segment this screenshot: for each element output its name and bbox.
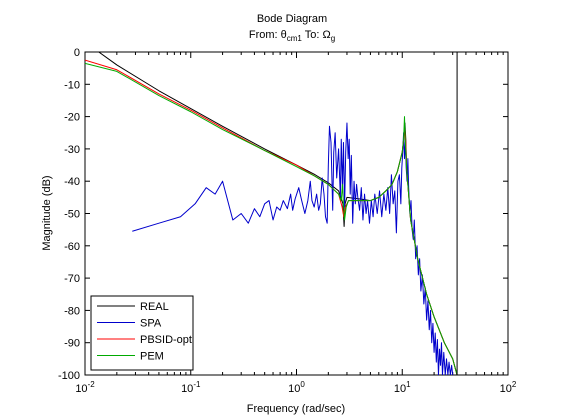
- legend-label-real: REAL: [140, 301, 169, 313]
- y-tick-label: -30: [64, 144, 80, 156]
- legend-label-pem: PEM: [140, 351, 164, 363]
- y-tick-label: 0: [74, 47, 80, 59]
- series-line-spa: [132, 122, 454, 375]
- x-tick-label: 100: [288, 380, 305, 395]
- x-tick-label: 102: [500, 380, 517, 395]
- x-tick-label: 101: [394, 380, 411, 395]
- y-tick-label: -40: [64, 176, 80, 188]
- legend-label-spa: SPA: [140, 318, 162, 330]
- legend-box: [90, 295, 194, 371]
- y-tick-label: -80: [64, 305, 80, 317]
- subtitle-from: From: θ: [249, 29, 287, 41]
- legend: REAL SPA PBSID-opt PEM: [90, 295, 194, 371]
- series-lines: [85, 52, 458, 375]
- chart-subtitle: From: θcm1 To: Ωg: [249, 29, 335, 43]
- subtitle-to-subscript: g: [331, 34, 335, 43]
- y-tick-label: -70: [64, 273, 80, 285]
- y-tick-label: -20: [64, 112, 80, 124]
- x-tick-label: 10-2: [75, 380, 95, 395]
- x-axis-label: Frequency (rad/sec): [247, 403, 345, 415]
- legend-label-pbsid-opt: PBSID-opt: [140, 334, 192, 346]
- y-tick-label: -100: [58, 370, 80, 382]
- subtitle-from-subscript: cm1: [287, 34, 303, 43]
- y-tick-label: -10: [64, 79, 80, 91]
- chart-title: Bode Diagram: [257, 13, 327, 25]
- y-axis-label: Magnitude (dB): [41, 175, 53, 250]
- subtitle-to: To: Ω: [302, 29, 331, 41]
- y-tick-label: -90: [64, 338, 80, 350]
- x-tick-label: 10-1: [181, 380, 201, 395]
- y-tick-label: -50: [64, 209, 80, 221]
- y-tick-label: -60: [64, 241, 80, 253]
- y-axis: 0 -10 -20 -30 -40 -50 -60 -70 -80 -90 -100: [58, 47, 508, 382]
- series-line-pem: [85, 62, 458, 375]
